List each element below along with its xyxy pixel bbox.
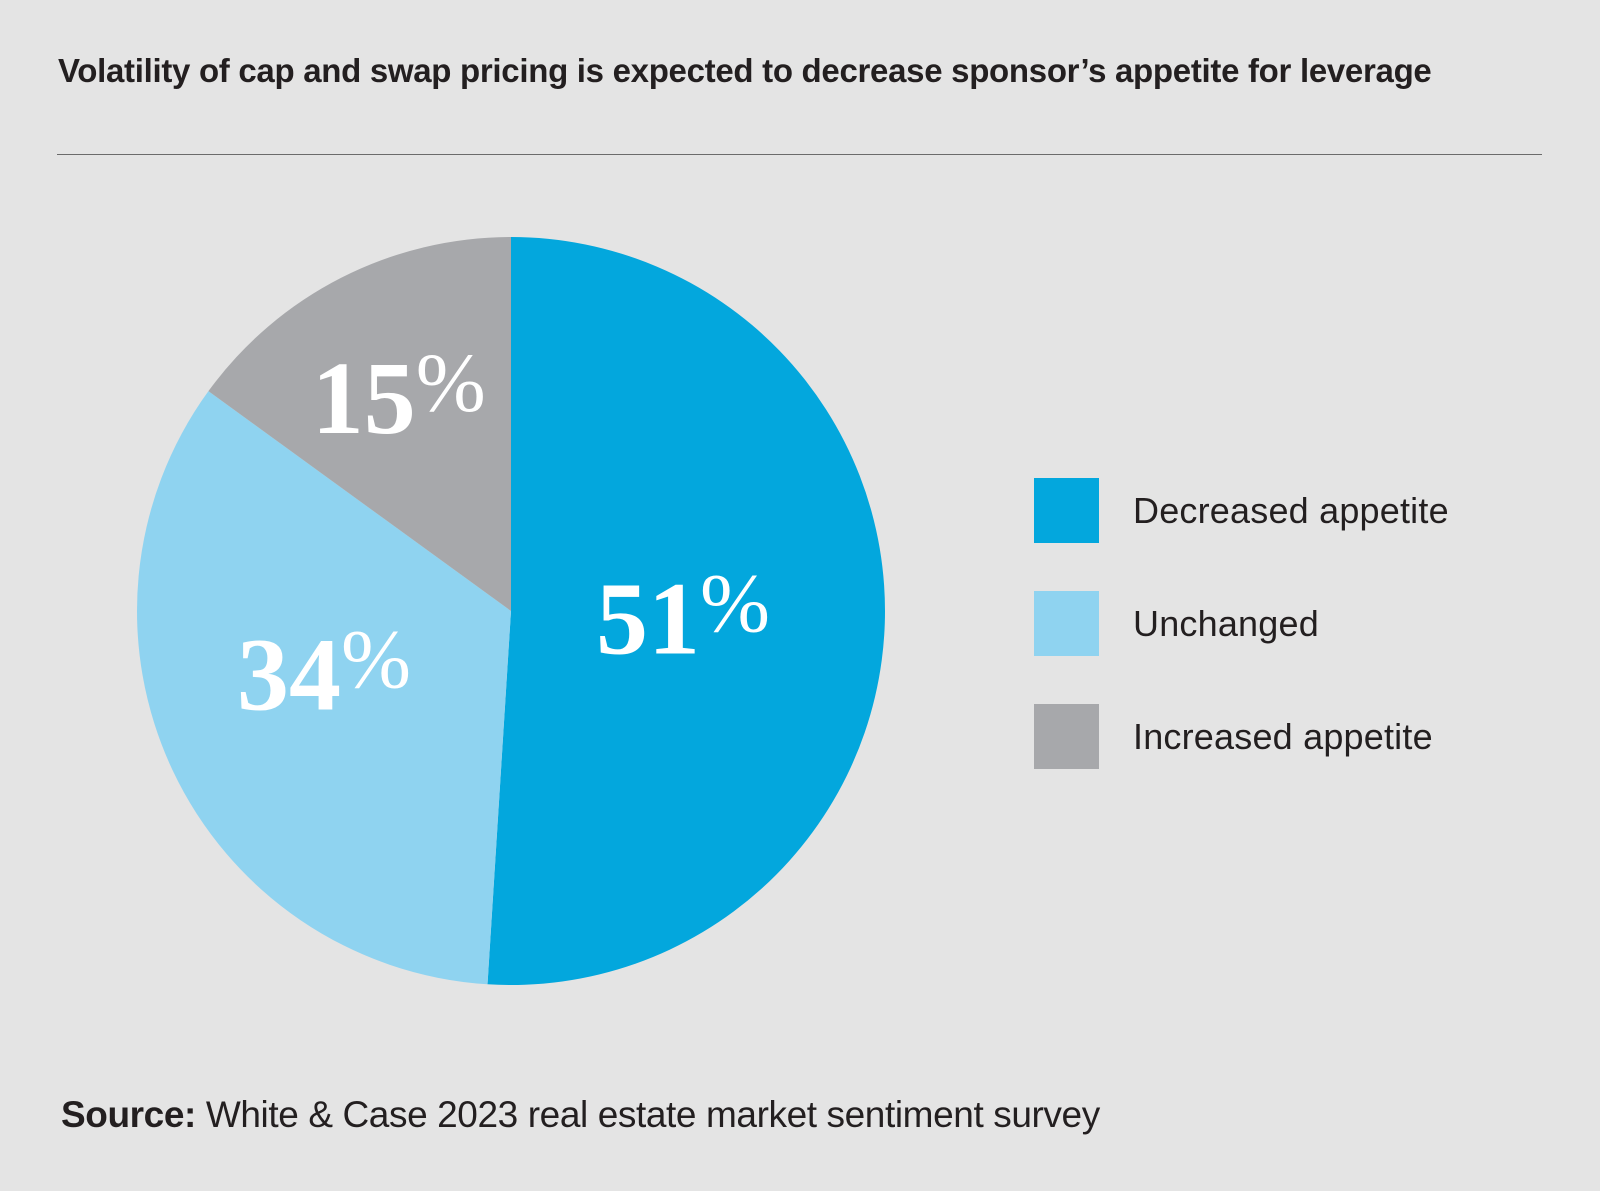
pie-slice-decreased-appetite — [487, 237, 885, 985]
legend-item-decreased-appetite: Decreased appetite — [1034, 478, 1449, 543]
legend-label-unchanged: Unchanged — [1133, 602, 1319, 644]
data-label-value: 15 — [312, 341, 416, 456]
source-label: Source: — [61, 1094, 196, 1135]
legend-label-decreased-appetite: Decreased appetite — [1133, 489, 1449, 531]
pie-slice-increased-appetite — [208, 237, 511, 611]
data-label-percent-sign: % — [341, 614, 411, 707]
legend-swatch-unchanged — [1034, 591, 1099, 656]
source-note: Source: White & Case 2023 real estate ma… — [61, 1094, 1100, 1136]
data-label-unchanged: 34% — [237, 614, 411, 733]
legend-swatch-increased-appetite — [1034, 704, 1099, 769]
data-label-percent-sign: % — [416, 337, 486, 430]
pie-data-labels: 51%34%15% — [237, 337, 770, 733]
data-label-value: 51 — [596, 561, 700, 676]
legend-item-increased-appetite: Increased appetite — [1034, 704, 1433, 769]
title-divider — [57, 154, 1542, 155]
source-text: White & Case 2023 real estate market sen… — [205, 1094, 1100, 1135]
legend-swatch-decreased-appetite — [1034, 478, 1099, 543]
legend-label-increased-appetite: Increased appetite — [1133, 715, 1433, 757]
data-label-increased-appetite: 15% — [312, 337, 486, 456]
data-label-decreased-appetite: 51% — [596, 557, 770, 676]
chart-title: Volatility of cap and swap pricing is ex… — [58, 52, 1432, 89]
pie-slice-unchanged — [136, 391, 511, 985]
legend-item-unchanged: Unchanged — [1034, 591, 1319, 656]
pie-slices — [136, 237, 885, 985]
data-label-percent-sign: % — [700, 557, 770, 650]
data-label-value: 34 — [237, 618, 341, 733]
